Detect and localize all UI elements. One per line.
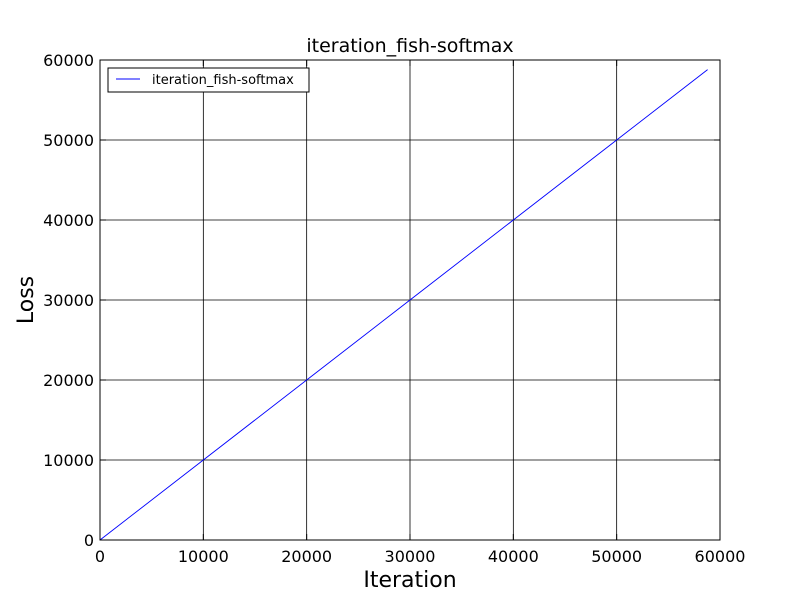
y-tick-label: 60000 <box>43 51 94 70</box>
y-tick-labels: 0 10000 20000 30000 40000 50000 60000 <box>43 51 94 550</box>
y-axis-label: Loss <box>14 276 39 324</box>
series-line <box>99 69 708 541</box>
legend-box <box>107 67 310 93</box>
y-tick-label: 30000 <box>43 291 94 310</box>
y-tick-label: 10000 <box>43 451 94 470</box>
tick-marks <box>99 59 721 541</box>
legend-entry-label: iteration_fish-softmax <box>152 73 294 88</box>
x-tick-label: 10000 <box>178 547 229 566</box>
y-tick-label: 20000 <box>43 371 94 390</box>
series-layer <box>99 69 708 541</box>
y-tick-label: 50000 <box>43 131 94 150</box>
y-tick-label: 40000 <box>43 211 94 230</box>
x-tick-label: 20000 <box>281 547 332 566</box>
chart-title: iteration_fish-softmax <box>306 35 513 57</box>
x-tick-label: 50000 <box>591 547 642 566</box>
x-tick-label: 0 <box>95 547 105 566</box>
x-tick-label: 30000 <box>385 547 436 566</box>
x-tick-label: 40000 <box>488 547 539 566</box>
x-tick-label: 60000 <box>695 547 746 566</box>
x-tick-labels: 0 10000 20000 30000 40000 50000 60000 <box>95 547 746 566</box>
legend: iteration_fish-softmax <box>107 67 310 93</box>
y-tick-label: 0 <box>84 531 94 550</box>
x-axis-label: Iteration <box>363 568 456 593</box>
